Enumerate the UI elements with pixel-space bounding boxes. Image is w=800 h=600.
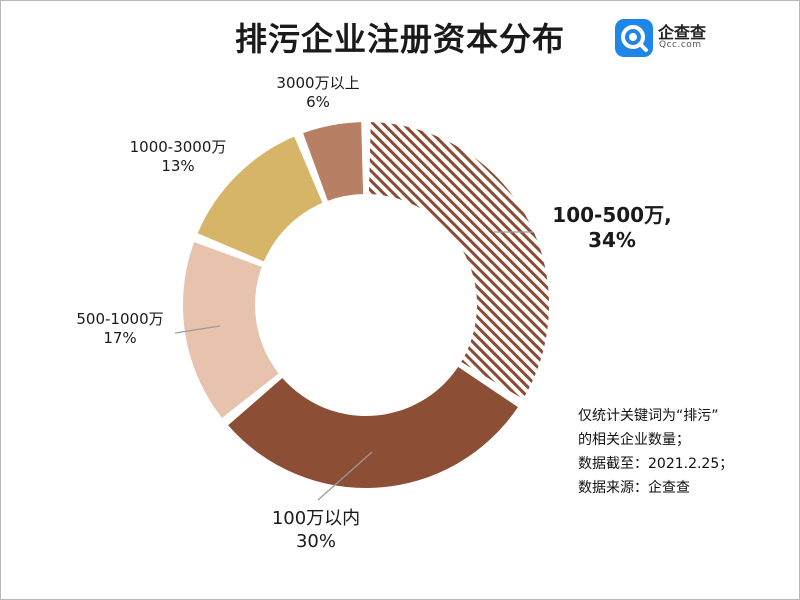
logo-name: 企查查 bbox=[658, 23, 707, 42]
slice-label-name: 100万以内 bbox=[272, 508, 360, 529]
slice-label-name: 500-1000万 bbox=[76, 310, 163, 328]
slice-label-name: 3000万以上 bbox=[276, 74, 359, 92]
slice-label-percent: 30% bbox=[296, 531, 336, 552]
slice-label-5: 3000万以上 6% bbox=[276, 74, 359, 111]
qcc-logo: 企查查 Qcc.com bbox=[614, 18, 724, 58]
qcc-logo-icon bbox=[615, 19, 653, 57]
slice-label-2: 100万以内 30% bbox=[272, 508, 360, 552]
slice-label-percent: 34% bbox=[588, 228, 636, 252]
slice-3 bbox=[183, 242, 279, 418]
footnote-line-1: 仅统计关键词为“排污” bbox=[578, 408, 719, 424]
slice-2 bbox=[228, 366, 518, 488]
slice-4 bbox=[197, 136, 323, 262]
slice-label-name: 1000-3000万 bbox=[130, 138, 227, 156]
slice-label-3: 500-1000万 17% bbox=[76, 310, 163, 347]
footnote: 仅统计关键词为“排污” 的相关企业数量； 数据截至：2021.2.25； 数据来… bbox=[578, 404, 794, 500]
logo-url: Qcc.com bbox=[659, 40, 702, 50]
leader-line-2 bbox=[317, 451, 373, 501]
footnote-line-4: 数据来源：企查查 bbox=[578, 480, 690, 496]
footnote-line-3: 数据截至：2021.2.25； bbox=[578, 456, 734, 472]
chart-title: 排污企业注册资本分布 bbox=[234, 20, 565, 58]
leader-line-3 bbox=[174, 325, 221, 334]
footnote-line-2: 的相关企业数量； bbox=[578, 432, 690, 448]
slice-label-percent: 17% bbox=[103, 329, 136, 347]
slice-label-name: 100-500万, bbox=[552, 203, 671, 227]
slice-label-1: 100-500万, 34% bbox=[552, 203, 671, 252]
slice-label-percent: 13% bbox=[161, 157, 194, 175]
slice-label-percent: 6% bbox=[306, 93, 330, 111]
slice-5 bbox=[303, 122, 364, 201]
slice-1 bbox=[368, 122, 550, 399]
slice-label-4: 1000-3000万 13% bbox=[130, 138, 227, 175]
